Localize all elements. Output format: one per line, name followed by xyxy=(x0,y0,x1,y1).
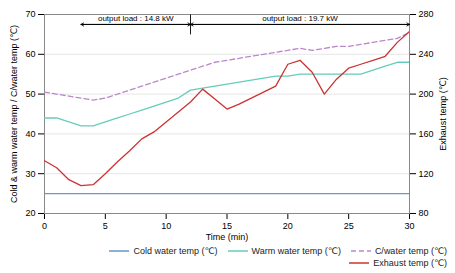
svg-text:10: 10 xyxy=(161,221,171,231)
svg-text:40: 40 xyxy=(25,129,35,139)
svg-text:output load : 19.7 kW: output load : 19.7 kW xyxy=(262,14,338,23)
svg-text:20: 20 xyxy=(25,208,35,218)
svg-text:30: 30 xyxy=(25,169,35,179)
svg-text:30: 30 xyxy=(404,221,414,231)
svg-text:240: 240 xyxy=(419,49,434,59)
svg-text:20: 20 xyxy=(283,221,293,231)
svg-text:60: 60 xyxy=(25,49,35,59)
html-text:Warm water temp (℃): Warm water temp (℃) xyxy=(251,246,341,256)
svg-text:280: 280 xyxy=(419,9,434,19)
svg-text:5: 5 xyxy=(103,221,108,231)
svg-text:200: 200 xyxy=(419,89,434,99)
html-text:Exhaust temp (℃): Exhaust temp (℃) xyxy=(373,258,447,268)
svg-text:Cold & warm water temp / C/wat: Cold & warm water temp / C/water temp (℃… xyxy=(9,25,19,203)
svg-text:80: 80 xyxy=(419,208,429,218)
svg-text:0: 0 xyxy=(42,221,47,231)
svg-text:Time (min): Time (min) xyxy=(206,232,249,242)
svg-text:output load : 14.8 kW: output load : 14.8 kW xyxy=(98,14,174,23)
svg-text:70: 70 xyxy=(25,9,35,19)
svg-text:15: 15 xyxy=(222,221,232,231)
svg-text:25: 25 xyxy=(344,221,354,231)
html-text:C/water temp (℃): C/water temp (℃) xyxy=(374,246,447,256)
svg-text:120: 120 xyxy=(419,169,434,179)
svg-text:160: 160 xyxy=(419,129,434,139)
svg-text:50: 50 xyxy=(25,89,35,99)
svg-text:Exhaust temp (℃): Exhaust temp (℃) xyxy=(438,77,448,151)
html-text:Cold water temp (℃): Cold water temp (℃) xyxy=(133,246,218,256)
